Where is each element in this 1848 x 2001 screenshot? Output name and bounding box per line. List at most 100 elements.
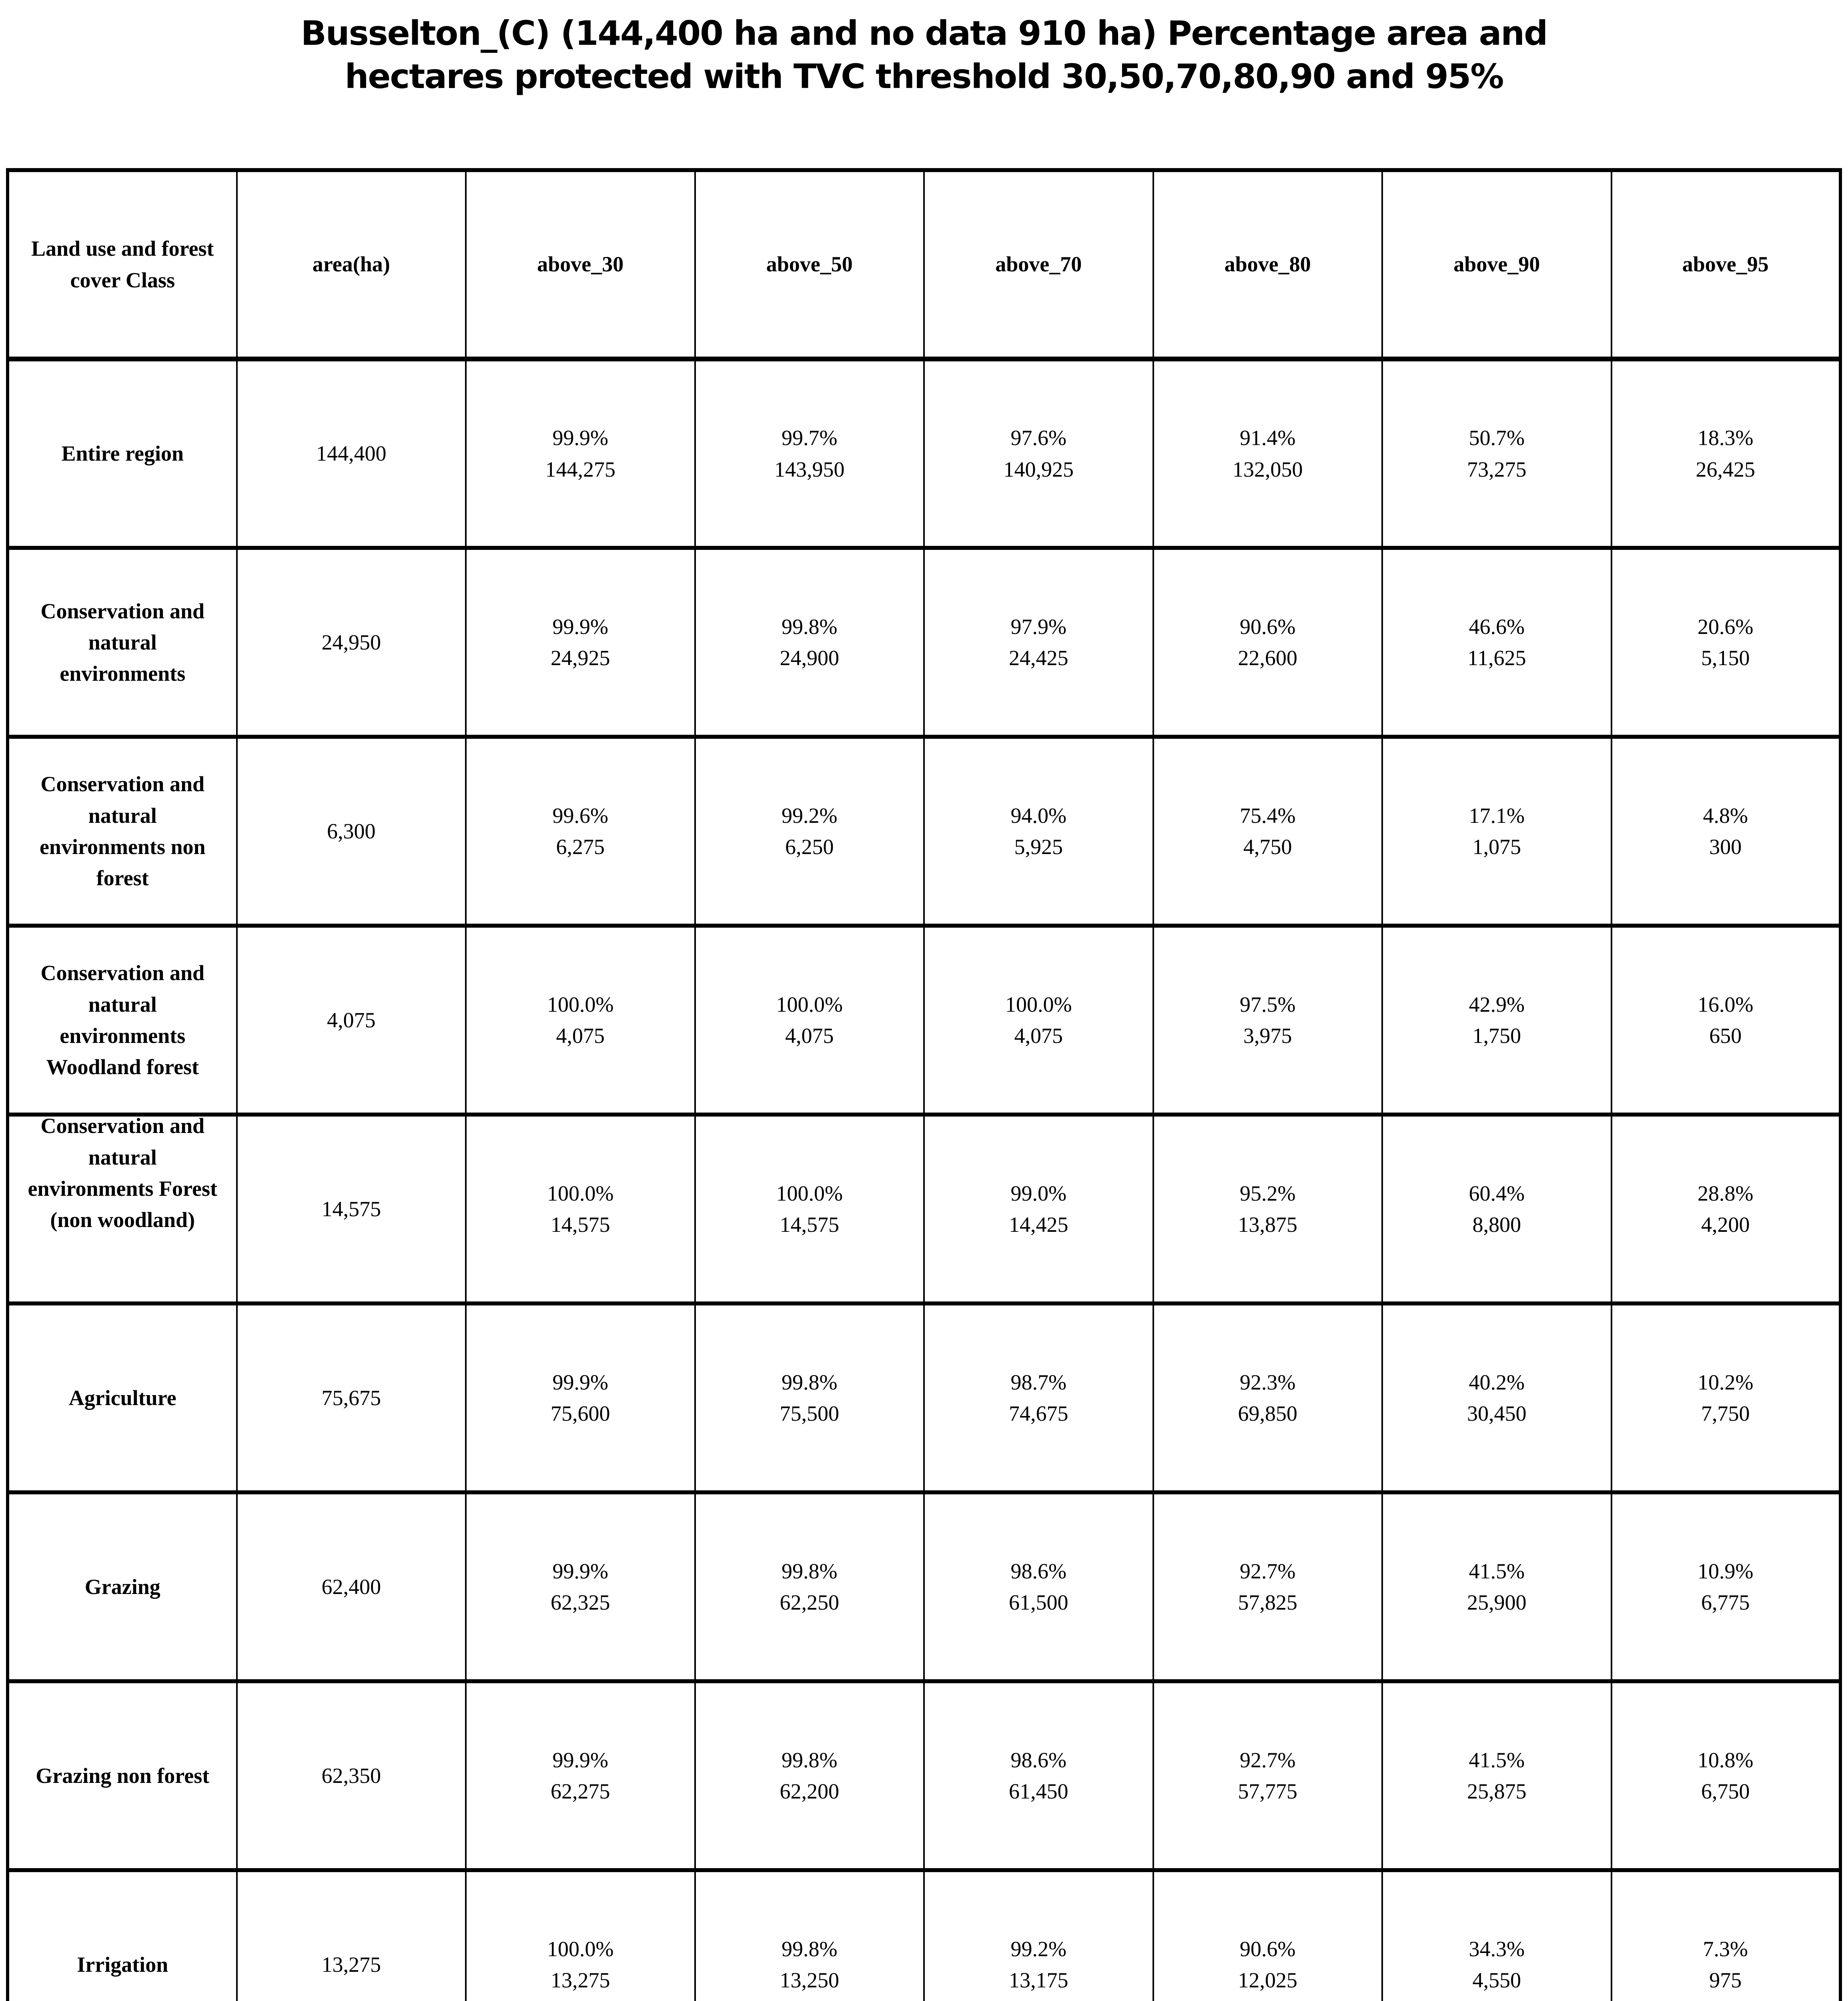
percent-value: 92.7%	[1240, 1559, 1296, 1583]
column-header: above_70	[923, 168, 1154, 362]
row-label-cell: Grazing	[7, 1490, 238, 1684]
hectares-value: 62,325	[551, 1590, 610, 1615]
value-cell: 99.8% 62,250	[694, 1490, 925, 1684]
percent-value: 60.4%	[1469, 1181, 1525, 1205]
hectares-value: 5,925	[1014, 835, 1063, 859]
table-body: Entire region 144,400 99.9% 144,275 99.7% 143…	[7, 357, 1841, 2001]
table-row: Conservation and natural environments 24,…	[7, 546, 1841, 739]
area-cell: 4,075	[236, 924, 467, 1117]
hectares-value: 1,750	[1472, 1024, 1521, 1048]
hectares-value: 5,150	[1701, 646, 1750, 670]
hectares-value: 6,750	[1701, 1779, 1750, 1804]
percent-value: 90.6%	[1240, 1937, 1296, 1961]
value-cell: 10.9% 6,775	[1610, 1490, 1841, 1684]
area-cell: 24,950	[236, 546, 467, 739]
value-cell: 99.8% 62,200	[694, 1679, 925, 1873]
value-cell: 50.7% 73,275	[1381, 357, 1612, 550]
percent-value: 34.3%	[1469, 1937, 1525, 1961]
column-header: above_30	[465, 168, 696, 362]
value-cell: 97.5% 3,975	[1152, 924, 1383, 1117]
hectares-value: 61,450	[1009, 1779, 1068, 1804]
hectares-value: 8,800	[1472, 1213, 1521, 1237]
value-cell: 99.9% 62,325	[465, 1490, 696, 1684]
column-header: area(ha)	[236, 168, 467, 362]
percent-value: 75.4%	[1240, 803, 1296, 828]
percent-value: 100.0%	[1005, 992, 1072, 1017]
hectares-value: 4,200	[1701, 1213, 1750, 1237]
value-cell: 99.6% 6,275	[465, 735, 696, 928]
value-cell: 92.3% 69,850	[1152, 1301, 1383, 1495]
area-cell: 6,300	[236, 735, 467, 928]
percent-value: 99.0%	[1010, 1181, 1066, 1205]
percent-value: 97.6%	[1010, 426, 1066, 450]
percent-value: 99.2%	[1010, 1937, 1066, 1961]
percent-value: 7.3%	[1703, 1937, 1748, 1961]
area-cell: 14,575	[236, 1113, 467, 1306]
table-header-row: Land use and forest cover Class area(ha) a…	[7, 168, 1841, 362]
percent-value: 17.1%	[1469, 803, 1525, 828]
hectares-value: 650	[1709, 1024, 1742, 1048]
hectares-value: 57,825	[1238, 1590, 1298, 1615]
percent-value: 92.3%	[1240, 1370, 1296, 1394]
hectares-value: 30,450	[1467, 1402, 1527, 1426]
value-cell: 17.1% 1,075	[1381, 735, 1612, 928]
table-header: Land use and forest cover Class area(ha) a…	[7, 168, 1841, 362]
value-cell: 46.6% 11,625	[1381, 546, 1612, 739]
percent-value: 99.8%	[782, 1937, 838, 1961]
percent-value: 91.4%	[1240, 426, 1296, 450]
area-cell: 144,400	[236, 357, 467, 550]
percent-value: 99.6%	[552, 803, 608, 828]
hectares-value: 75,600	[551, 1402, 610, 1426]
percent-value: 41.5%	[1469, 1748, 1525, 1772]
percent-value: 99.9%	[552, 1748, 608, 1772]
row-label-cell: Conservation and natural environments	[7, 546, 238, 739]
percent-value: 100.0%	[776, 992, 843, 1017]
hectares-value: 4,550	[1472, 1968, 1521, 1993]
table-row: Conservation and natural environments Fo…	[7, 1113, 1841, 1306]
percent-value: 98.6%	[1010, 1748, 1066, 1772]
percent-value: 46.6%	[1469, 614, 1525, 639]
value-cell: 7.3% 975	[1610, 1868, 1841, 2001]
percent-value: 4.8%	[1703, 803, 1748, 828]
percent-value: 100.0%	[547, 1181, 614, 1205]
value-cell: 42.9% 1,750	[1381, 924, 1612, 1117]
hectares-value: 13,275	[551, 1968, 610, 1993]
table-row: Conservation and natural environments Wo…	[7, 924, 1841, 1117]
percent-value: 40.2%	[1469, 1370, 1525, 1394]
hectares-value: 12,025	[1238, 1968, 1298, 1993]
hectares-value: 26,425	[1696, 457, 1756, 481]
hectares-value: 75,500	[780, 1402, 840, 1426]
percent-value: 98.6%	[1010, 1559, 1066, 1583]
hectares-value: 144,275	[545, 457, 616, 481]
value-cell: 99.9% 24,925	[465, 546, 696, 739]
percent-value: 16.0%	[1698, 992, 1754, 1017]
column-header: above_95	[1610, 168, 1841, 362]
value-cell: 20.6% 5,150	[1610, 546, 1841, 739]
percent-value: 99.7%	[782, 426, 838, 450]
hectares-value: 24,425	[1009, 646, 1068, 670]
table-row: Grazing 62,400 99.9% 62,325 99.8% 62,250 98.6%…	[7, 1490, 1841, 1684]
percent-value: 99.8%	[782, 1748, 838, 1772]
page-title-line2: hectares protected with TVC threshold 30…	[345, 56, 1504, 96]
value-cell: 28.8% 4,200	[1610, 1113, 1841, 1306]
hectares-value: 132,050	[1233, 457, 1303, 481]
column-header: Land use and forest cover Class	[7, 168, 238, 362]
value-cell: 99.0% 14,425	[923, 1113, 1154, 1306]
percent-value: 10.8%	[1698, 1748, 1754, 1772]
percent-value: 100.0%	[547, 992, 614, 1017]
column-header: above_90	[1381, 168, 1612, 362]
percent-value: 28.8%	[1698, 1181, 1754, 1205]
value-cell: 100.0% 4,075	[694, 924, 925, 1117]
hectares-value: 140,925	[1003, 457, 1074, 481]
percent-value: 99.8%	[782, 1559, 838, 1583]
percent-value: 100.0%	[776, 1181, 843, 1205]
table-row: Conservation and natural environments no…	[7, 735, 1841, 928]
hectares-value: 11,625	[1467, 646, 1526, 670]
hectares-value: 300	[1709, 835, 1742, 859]
percent-value: 10.9%	[1698, 1559, 1754, 1583]
value-cell: 16.0% 650	[1610, 924, 1841, 1117]
percent-value: 18.3%	[1698, 426, 1754, 450]
table-row: Agriculture 75,675 99.9% 75,600 99.8% 75,500 9…	[7, 1301, 1841, 1495]
percent-value: 50.7%	[1469, 426, 1525, 450]
value-cell: 97.9% 24,425	[923, 546, 1154, 739]
